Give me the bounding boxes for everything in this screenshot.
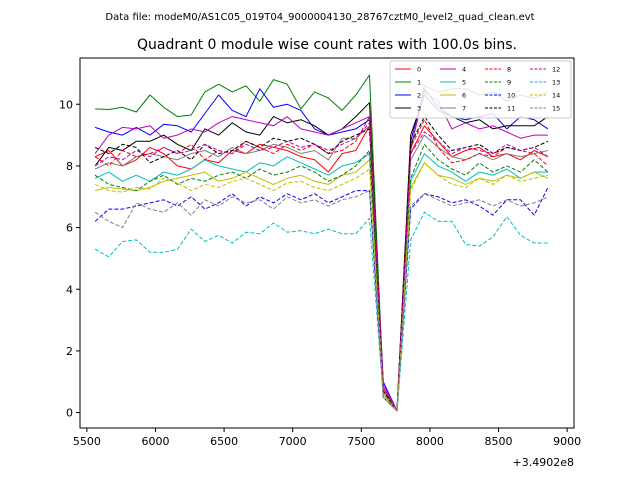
legend-label-15: 15 bbox=[552, 105, 560, 113]
series-line-9 bbox=[94, 143, 549, 412]
series-layer bbox=[94, 74, 549, 412]
series-line-8 bbox=[94, 116, 549, 412]
x-tick-label-6: 8500 bbox=[485, 435, 513, 448]
y-tick-label-5: 10 bbox=[59, 98, 73, 111]
series-line-3 bbox=[94, 94, 549, 412]
series-line-5 bbox=[94, 153, 548, 412]
x-tick-label-4: 7500 bbox=[347, 435, 375, 448]
chart-suptitle: Data file: modeM0/AS1C05_019T04_90000041… bbox=[105, 12, 534, 23]
legend-label-1: 1 bbox=[417, 79, 421, 87]
y-tick-label-0: 0 bbox=[66, 407, 73, 420]
x-tick-label-7: 9000 bbox=[553, 435, 581, 448]
ticks-layer: 5500 6000 6500 7000 7500 8000 8500 9000 0 2 4 6 8 10 bbox=[59, 98, 581, 448]
x-tick-label-1: 6000 bbox=[141, 435, 169, 448]
series-line-13 bbox=[94, 211, 548, 412]
legend-label-0: 0 bbox=[417, 66, 421, 74]
series-line-0 bbox=[94, 125, 549, 412]
series-line-14 bbox=[94, 162, 549, 412]
x-tick-label-0: 5500 bbox=[73, 435, 101, 448]
series-line-7 bbox=[94, 125, 549, 412]
series-line-15 bbox=[94, 190, 549, 412]
legend-label-6: 6 bbox=[462, 92, 466, 100]
y-tick-label-3: 6 bbox=[66, 222, 73, 235]
legend-label-7: 7 bbox=[462, 105, 466, 113]
y-tick-label-2: 4 bbox=[66, 283, 73, 296]
x-offset-label: +3.4902e8 bbox=[513, 456, 574, 469]
series-line-6 bbox=[94, 159, 549, 412]
legend-label-11: 11 bbox=[507, 105, 515, 113]
legend-label-5: 5 bbox=[462, 79, 466, 87]
legend-label-14: 14 bbox=[552, 92, 560, 100]
legend-label-3: 3 bbox=[417, 105, 421, 113]
series-line-4 bbox=[94, 91, 548, 412]
legend-label-9: 9 bbox=[507, 79, 511, 87]
y-tick-label-4: 8 bbox=[66, 160, 73, 173]
series-line-12 bbox=[94, 122, 549, 412]
plot-frame bbox=[79, 57, 575, 429]
series-line-11 bbox=[94, 116, 549, 412]
series-line-10 bbox=[94, 187, 549, 412]
x-tick-label-3: 7000 bbox=[279, 435, 307, 448]
x-tick-label-5: 8000 bbox=[416, 435, 444, 448]
y-tick-label-1: 2 bbox=[66, 345, 73, 358]
legend-label-8: 8 bbox=[507, 66, 511, 74]
legend-label-4: 4 bbox=[462, 66, 466, 74]
legend-label-13: 13 bbox=[552, 79, 560, 87]
legend-label-12: 12 bbox=[552, 66, 560, 74]
x-tick-label-2: 6500 bbox=[210, 435, 238, 448]
chart-title: Quadrant 0 module wise count rates with … bbox=[137, 37, 517, 53]
legend-label-10: 10 bbox=[507, 92, 515, 100]
legend-label-2: 2 bbox=[417, 92, 421, 100]
legend-box bbox=[389, 60, 572, 119]
